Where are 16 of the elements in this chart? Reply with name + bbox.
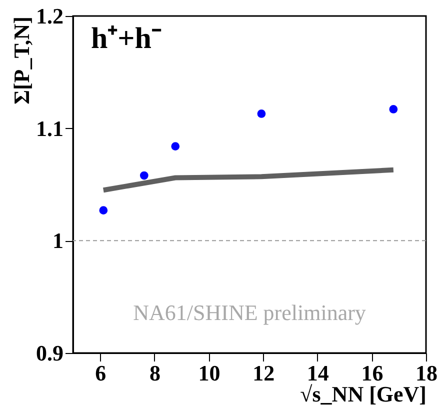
x-tick-label: 8 xyxy=(149,360,160,386)
x-tick-label: 10 xyxy=(198,360,220,386)
point xyxy=(140,171,148,180)
y-axis-title: Σ[P_T,N] xyxy=(9,16,34,104)
x-tick-label: 6 xyxy=(95,360,106,386)
point xyxy=(99,206,108,215)
point xyxy=(389,105,398,114)
y-tick-label: 1.1 xyxy=(36,116,64,141)
x-tick-label: 12 xyxy=(252,360,275,386)
annotation: NA61/SHINE preliminary xyxy=(133,300,366,325)
y-tick-label: 1 xyxy=(52,228,64,254)
point xyxy=(257,110,266,118)
point xyxy=(171,142,180,150)
y-tick-label: 1.2 xyxy=(36,4,64,28)
y-tick-label: 0.9 xyxy=(36,340,64,366)
annotation: h⁺+h⁻ xyxy=(91,22,162,55)
